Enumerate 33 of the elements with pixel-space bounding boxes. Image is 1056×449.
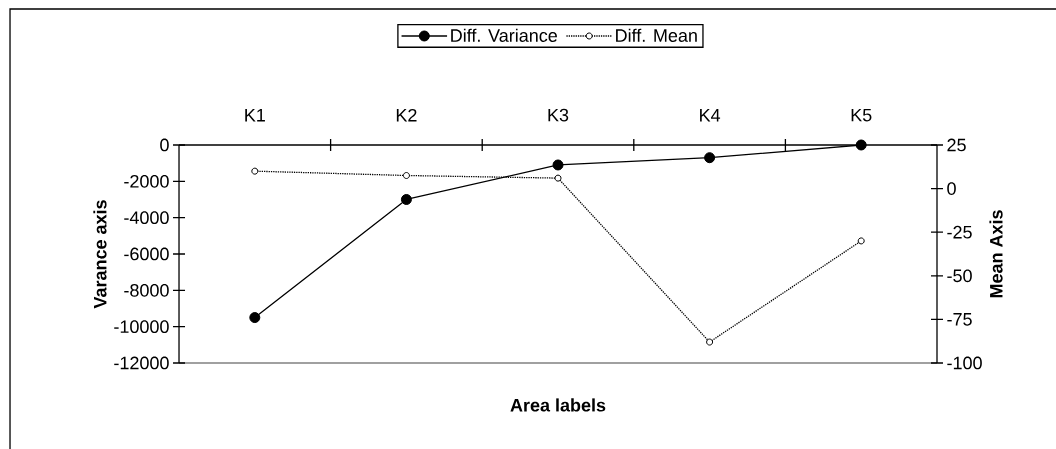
y-tick-label: -2000	[124, 174, 169, 188]
x-tick-label: K3	[548, 108, 569, 122]
y-tick-label: -10000	[114, 320, 169, 334]
point	[706, 338, 714, 346]
point	[855, 139, 867, 151]
point	[704, 152, 716, 164]
y2-tick-label: -100	[947, 356, 982, 370]
y2-tick-label: -25	[947, 225, 972, 239]
point	[400, 193, 412, 205]
x-tick-label: K5	[851, 108, 872, 122]
y2-axis-title: Mean Axis	[989, 210, 1003, 298]
point	[554, 174, 562, 182]
point	[857, 237, 865, 245]
point	[552, 159, 564, 171]
legend-label: Diff. Mean	[616, 28, 697, 42]
x-tick-label: K4	[700, 109, 721, 122]
x-tick-label: K1	[245, 109, 265, 122]
y-tick-label: -6000	[124, 247, 169, 261]
y-tick-label: -12000	[114, 356, 169, 370]
y-tick-label: 0	[160, 138, 169, 152]
point	[402, 172, 410, 180]
y-axis-title: Varance axis	[93, 200, 107, 309]
y2-tick-label: 25	[947, 138, 966, 152]
x-axis-title: Area labels	[510, 398, 606, 412]
y-tick-label: -4000	[124, 211, 169, 225]
y-tick-label: -8000	[124, 283, 169, 297]
y2-tick-label: -50	[947, 269, 972, 283]
point	[251, 167, 259, 175]
x-tick-label: K2	[396, 108, 417, 122]
point	[249, 312, 261, 324]
y2-tick-label: 0	[947, 182, 956, 195]
legend-label: Diff. Variance	[451, 28, 557, 42]
y2-tick-label: -75	[947, 313, 972, 326]
